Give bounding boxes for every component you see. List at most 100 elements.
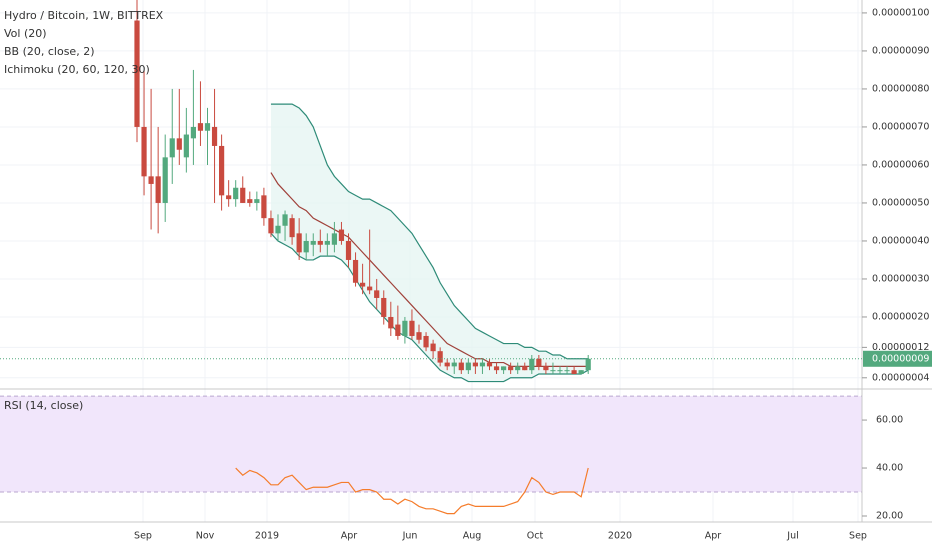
y-tick-label: 0.00000100 — [872, 7, 929, 18]
candle-body — [437, 351, 443, 363]
candle-body — [268, 218, 274, 234]
candle-body — [331, 233, 337, 245]
rsi-layer — [0, 395, 862, 515]
candle-body — [585, 358, 591, 371]
price-layer — [134, 0, 591, 383]
candle-body — [261, 195, 267, 219]
candle-body — [219, 145, 225, 196]
candle-body — [381, 297, 387, 317]
y-tick-label: 0.00000090 — [872, 45, 929, 56]
rsi-line — [235, 467, 589, 515]
candle-body — [543, 366, 549, 371]
candle-body — [423, 335, 429, 348]
y-tick-label: 0.00000080 — [872, 83, 929, 94]
candle-body — [501, 366, 507, 371]
candle-body — [472, 362, 478, 367]
rsi-title: RSI (14, close) — [4, 399, 83, 412]
y-tick-label: 0.00000040 — [872, 235, 929, 246]
indicator-label: BB (20, close, 2) — [4, 45, 95, 58]
candle-body — [289, 218, 295, 238]
candle-body — [430, 343, 436, 352]
x-tick-label: Nov — [196, 531, 215, 542]
candle-body — [310, 240, 316, 245]
candle-body — [571, 370, 577, 374]
x-tick-label: 2020 — [608, 531, 632, 542]
x-tick-label: Aug — [463, 531, 482, 542]
candle-body — [345, 240, 352, 260]
candle-body — [402, 320, 408, 336]
x-tick-label: Sep — [134, 531, 152, 542]
candle-body — [134, 20, 140, 127]
y-tick-label: 40.00 — [876, 463, 903, 474]
candle-body — [303, 240, 309, 253]
chart-title: Hydro / Bitcoin, 1W, BITTREX — [4, 9, 164, 22]
candle-body — [197, 123, 204, 131]
candle-body — [409, 320, 415, 336]
candle-body — [522, 366, 528, 371]
candle-body — [451, 362, 457, 367]
x-tick-label: Apr — [341, 531, 358, 542]
y-tick-label: 20.00 — [876, 511, 903, 522]
candle-body — [247, 199, 253, 203]
candle-body — [479, 362, 486, 367]
candle-body — [486, 362, 493, 367]
candle-body — [338, 229, 345, 241]
candle-body — [388, 316, 394, 329]
candle-body — [176, 138, 182, 150]
candle-body — [324, 240, 330, 245]
candle-body — [557, 370, 563, 372]
y-tick-label: 60.00 — [876, 415, 903, 426]
indicator-label: Ichimoku (20, 60, 120, 30) — [4, 63, 150, 76]
indicator-label: Vol (20) — [4, 27, 47, 40]
x-tick-label: Apr — [705, 531, 722, 542]
y-tick-label: 0.00000020 — [872, 311, 929, 322]
x-tick-label: 2019 — [255, 531, 279, 542]
x-tick-label: Jul — [786, 531, 798, 542]
candle-body — [515, 366, 521, 371]
candle-body — [564, 370, 570, 372]
x-tick-label: Sep — [849, 531, 867, 542]
candle-body — [233, 187, 239, 200]
candle-body — [508, 366, 514, 371]
candle-body — [444, 362, 450, 367]
last-price-box — [863, 350, 932, 367]
candle-body — [240, 187, 246, 203]
candle-body — [550, 370, 556, 372]
candle-body — [183, 134, 189, 158]
candle-body — [360, 282, 366, 287]
bb-line — [270, 103, 589, 360]
candle-body — [162, 157, 168, 203]
candle-body — [204, 123, 211, 131]
candle-body — [529, 358, 535, 371]
candle-body — [317, 240, 323, 245]
candle-body — [211, 126, 218, 146]
candle-body — [536, 358, 542, 367]
candle-body — [416, 332, 422, 340]
candle-body — [282, 214, 288, 226]
candle-body — [395, 324, 401, 336]
candle-body — [493, 366, 500, 371]
candle-body — [465, 362, 471, 371]
candle-body — [190, 126, 196, 139]
candle-body — [254, 199, 260, 203]
last-price-label: 0.00000009 — [872, 353, 929, 364]
candle-body — [296, 233, 302, 253]
y-tick-label: 0.00000012 — [872, 342, 929, 353]
candle-body — [275, 225, 281, 234]
candle-body — [226, 195, 232, 200]
y-tick-label: 0.00000050 — [872, 197, 929, 208]
y-tick-label: 0.00000004 — [872, 372, 929, 383]
candle-body — [352, 259, 359, 283]
x-tick-label: Jun — [402, 531, 418, 542]
candle-body — [367, 286, 373, 291]
candle-body — [141, 126, 147, 177]
x-tick-label: Oct — [527, 531, 544, 542]
rsi-band — [0, 396, 862, 493]
y-tick-label: 0.00000030 — [872, 273, 929, 284]
y-tick-label: 0.00000060 — [872, 159, 929, 170]
bb-line — [270, 172, 589, 367]
candle-body — [148, 176, 154, 184]
y-tick-label: 0.00000070 — [872, 121, 929, 132]
candle-body — [458, 362, 464, 371]
